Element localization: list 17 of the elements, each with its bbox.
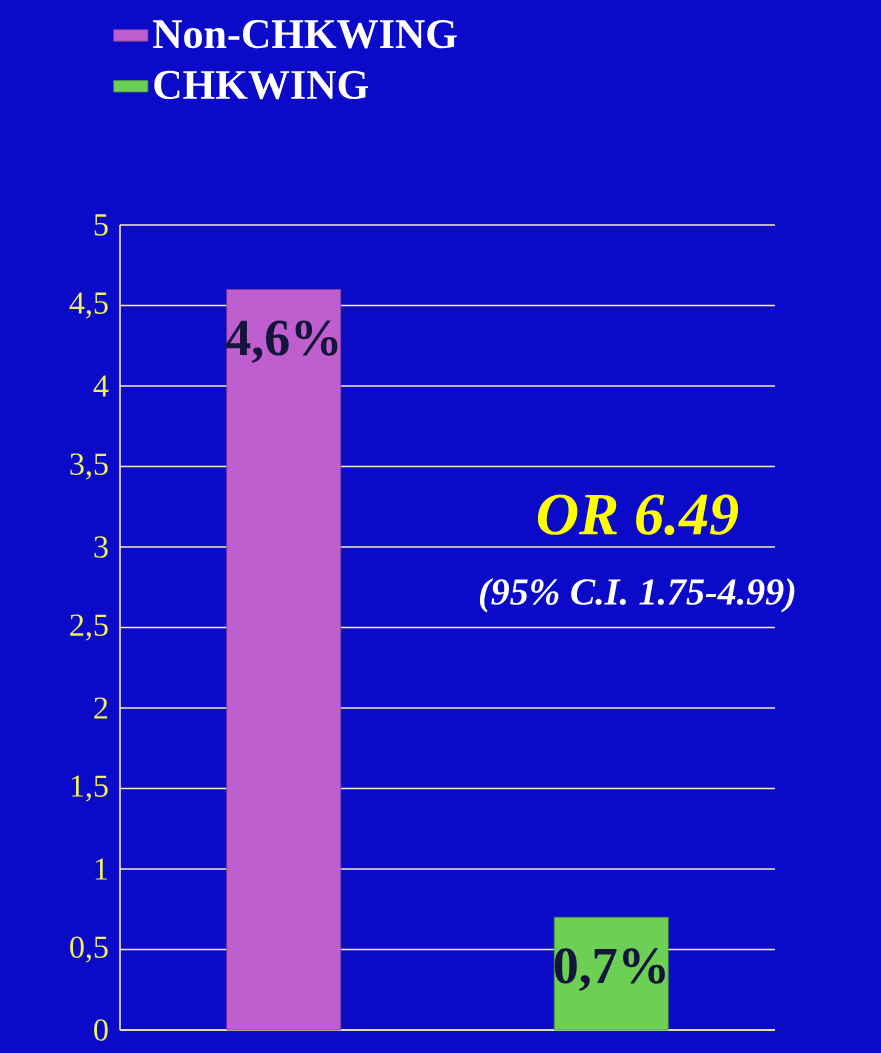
y-tick-label: 2 xyxy=(94,697,108,719)
y-tick-label: 5 xyxy=(94,214,108,236)
y-tick-label: 3,5 xyxy=(70,453,108,480)
data-label: 0,7% xyxy=(554,948,665,991)
legend-label: CHKWING xyxy=(154,70,369,100)
annotation: OR 6.49 xyxy=(537,494,739,536)
y-tick-label: 2,5 xyxy=(70,614,108,641)
y-tick-label: 1,5 xyxy=(71,775,108,802)
y-tick-label: 0 xyxy=(94,1019,108,1041)
legend-label: Non-CHKWING xyxy=(153,20,457,49)
annotation: (95% C.I. 1.75-4.99) xyxy=(479,578,795,613)
y-tick-label: 1 xyxy=(95,858,108,880)
y-tick-label: 3 xyxy=(94,536,108,558)
data-label: 4,6% xyxy=(225,320,338,364)
y-tick-label: 4 xyxy=(93,375,109,397)
y-tick-label: 0,5 xyxy=(70,936,108,963)
y-tick-label: 4,5 xyxy=(69,292,108,319)
